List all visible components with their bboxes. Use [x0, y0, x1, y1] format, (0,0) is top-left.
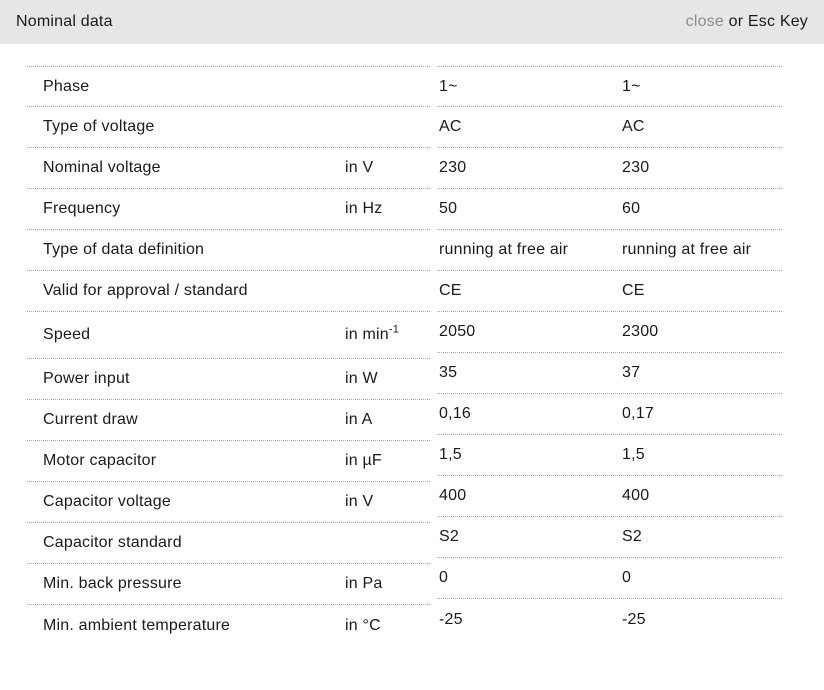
spec-value-2: 60: [622, 200, 641, 217]
spec-label: Type of data definition: [43, 241, 205, 258]
spec-value-2: 1~: [622, 77, 641, 95]
spec-value-1: 35: [439, 364, 458, 381]
value-row-current-draw: 0,16 0,17: [437, 394, 782, 435]
spec-value-2: 0,17: [622, 405, 654, 422]
spec-label: Type of voltage: [43, 118, 155, 135]
spec-value-1: 2050: [439, 323, 476, 340]
spec-label: Power input: [43, 370, 130, 387]
spec-label: Nominal voltage: [43, 159, 161, 176]
spec-unit: in min-1: [345, 323, 400, 344]
spec-unit: in µF: [345, 452, 382, 469]
value-row-valid-for-approval: CE CE: [437, 271, 782, 312]
spec-label: Min. back pressure: [43, 575, 182, 592]
spec-value-1: S2: [439, 528, 459, 545]
value-row-min-ambient-temperature: -25 -25: [437, 599, 782, 640]
spec-value-1: running at free air: [439, 241, 569, 258]
spec-unit-superscript: -1: [388, 323, 400, 336]
value-row-frequency: 50 60: [437, 189, 782, 230]
spec-value-2: 2300: [622, 323, 659, 340]
spec-value-2: -25: [622, 610, 646, 628]
spec-label: Motor capacitor: [43, 452, 157, 469]
spec-value-1: CE: [439, 282, 462, 299]
dialog-title: Nominal data: [16, 13, 113, 30]
value-row-type-of-data-definition: running at free air running at free air: [437, 230, 782, 271]
spec-value-1: 1,5: [439, 446, 462, 463]
spec-label: Capacitor voltage: [43, 493, 171, 510]
spec-value-2: AC: [622, 118, 645, 135]
label-row-frequency: Frequency in Hz: [27, 189, 430, 230]
esc-key-hint: or Esc Key: [723, 13, 808, 30]
spec-label: Current draw: [43, 411, 138, 428]
label-row-min-ambient-temperature: Min. ambient temperature in °C: [27, 605, 430, 646]
value-row-min-back-pressure: 0 0: [437, 558, 782, 599]
spec-value-1: 50: [439, 200, 458, 217]
label-row-valid-for-approval: Valid for approval / standard: [27, 271, 430, 312]
spec-value-2: 37: [622, 364, 641, 381]
value-row-type-of-voltage: AC AC: [437, 107, 782, 148]
value-row-capacitor-voltage: 400 400: [437, 476, 782, 517]
spec-value-1: 1~: [439, 77, 458, 95]
value-row-power-input: 35 37: [437, 353, 782, 394]
value-row-capacitor-standard: S2 S2: [437, 517, 782, 558]
label-row-motor-capacitor: Motor capacitor in µF: [27, 441, 430, 482]
spec-unit: in °C: [345, 616, 381, 634]
label-row-phase: Phase: [27, 66, 430, 107]
spec-unit: in Pa: [345, 575, 383, 592]
label-row-speed: Speed in min-1: [27, 312, 430, 359]
spec-value-1: 400: [439, 487, 467, 504]
label-row-nominal-voltage: Nominal voltage in V: [27, 148, 430, 189]
spec-value-2: CE: [622, 282, 645, 299]
label-row-current-draw: Current draw in A: [27, 400, 430, 441]
spec-unit: in V: [345, 493, 374, 510]
spec-value-2: 0: [622, 569, 632, 586]
value-row-speed: 2050 2300: [437, 312, 782, 353]
spec-value-2: running at free air: [622, 241, 752, 258]
spec-label: Min. ambient temperature: [43, 616, 231, 634]
value-row-phase: 1~ 1~: [437, 66, 782, 107]
spec-value-1: 0: [439, 569, 449, 586]
spec-value-1: 0,16: [439, 405, 471, 422]
values-column: 1~ 1~ AC AC 230 230 50 60 running at fre…: [437, 66, 782, 640]
label-row-power-input: Power input in W: [27, 359, 430, 400]
spec-unit-base: in min: [345, 326, 389, 343]
spec-unit: in Hz: [345, 200, 383, 217]
close-controls: close or Esc Key: [686, 13, 808, 31]
spec-value-2: 1,5: [622, 446, 645, 463]
spec-unit: in A: [345, 411, 373, 428]
value-row-motor-capacitor: 1,5 1,5: [437, 435, 782, 476]
label-row-type-of-data-definition: Type of data definition: [27, 230, 430, 271]
spec-unit: in V: [345, 159, 374, 176]
spec-label: Speed: [43, 326, 91, 343]
spec-label: Frequency: [43, 200, 121, 217]
nominal-data-table: Phase Type of voltage Nominal voltage in…: [27, 66, 782, 646]
spec-value-1: AC: [439, 118, 462, 135]
dialog-header: Nominal data close or Esc Key: [0, 0, 824, 44]
label-row-capacitor-voltage: Capacitor voltage in V: [27, 482, 430, 523]
spec-value-2: 400: [622, 487, 650, 504]
spec-value-2: 230: [622, 159, 650, 176]
spec-value-1: 230: [439, 159, 467, 176]
spec-unit: in W: [345, 370, 378, 387]
spec-value-2: S2: [622, 528, 642, 545]
label-row-capacitor-standard: Capacitor standard: [27, 523, 430, 564]
value-row-nominal-voltage: 230 230: [437, 148, 782, 189]
spec-label: Phase: [43, 77, 90, 95]
close-button[interactable]: close: [685, 13, 724, 30]
label-row-min-back-pressure: Min. back pressure in Pa: [27, 564, 430, 605]
label-row-type-of-voltage: Type of voltage: [27, 107, 430, 148]
spec-label: Capacitor standard: [43, 534, 182, 551]
spec-value-1: -25: [439, 610, 463, 628]
spec-label: Valid for approval / standard: [43, 282, 248, 299]
label-unit-column: Phase Type of voltage Nominal voltage in…: [27, 66, 430, 646]
